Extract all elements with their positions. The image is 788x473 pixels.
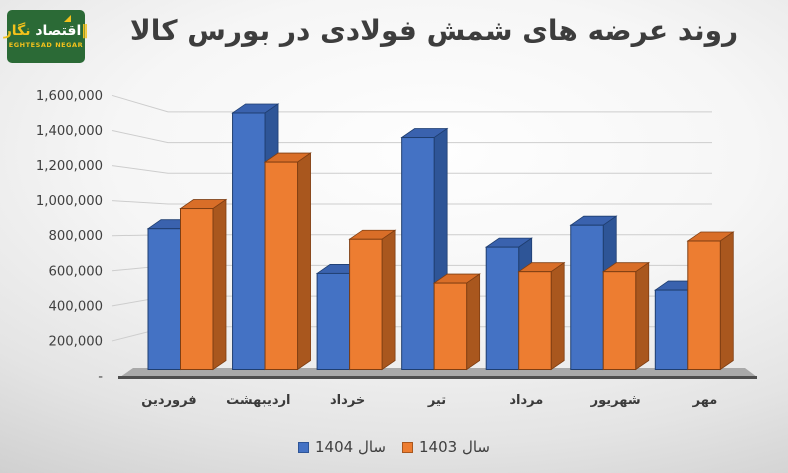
bar-1404-شهریور — [570, 224, 604, 370]
gridline — [111, 165, 712, 174]
chart-legend: سال 1404 سال 1403 — [0, 438, 788, 456]
gridline — [111, 200, 712, 205]
legend-swatch-1403 — [402, 441, 413, 453]
x-axis-category-label: مرداد — [509, 393, 543, 408]
chart-floor — [120, 368, 757, 377]
chart-title: روند عرضه های شمش فولادی در بورس کالا — [129, 14, 739, 47]
y-axis-tick-label: 200,000 — [48, 334, 103, 349]
bar-1403-خرداد — [349, 238, 383, 370]
bar-1404-اردیبهشت — [232, 112, 266, 370]
logo-latin-text: EGHTESAD NEGAR — [8, 41, 84, 50]
bar-1403-مرداد-side — [550, 261, 565, 371]
x-axis-category-label: خرداد — [330, 393, 365, 408]
logo-flag-icon — [64, 15, 71, 22]
bar-1404-فروردین — [147, 228, 181, 370]
y-axis-tick-label: 1,000,000 — [36, 194, 103, 209]
bar-1403-مهر-side — [719, 231, 734, 371]
legend-item-1404: سال 1404 — [298, 438, 386, 456]
y-axis-tick-label: 1,400,000 — [36, 124, 103, 139]
legend-label-1404: سال 1404 — [315, 438, 386, 456]
x-axis-category-label: تیر — [427, 393, 446, 408]
bar-1403-خرداد-side — [381, 229, 396, 371]
bar-1403-شهریور — [602, 271, 637, 370]
bar-1403-مرداد — [518, 271, 552, 370]
eghtesad-negar-logo: ‖اقتصاد نگار EGHTESAD NEGAR — [4, 10, 88, 63]
x-axis-category-label: شهریور — [590, 393, 641, 408]
logo-persian-text: ‖اقتصاد نگار — [3, 22, 89, 39]
legend-item-1403: سال 1403 — [402, 438, 490, 456]
bar-1404-مرداد — [485, 246, 520, 370]
bar-1404-مهر — [654, 289, 689, 370]
bar-1403-شهریور-side — [635, 261, 650, 371]
y-axis-tick-label: 800,000 — [48, 229, 103, 244]
gridline — [111, 130, 712, 144]
bar-1404-خرداد — [316, 272, 351, 371]
bar-1403-فروردین-side — [212, 198, 227, 371]
y-axis-tick-label: - — [98, 370, 103, 385]
x-axis-category-label: فروردین — [141, 393, 196, 408]
bar-1403-تیر — [433, 282, 468, 371]
logo-bars-icon: ‖ — [81, 22, 89, 39]
bar-1403-فروردین — [180, 208, 214, 370]
y-axis-tick-label: 600,000 — [48, 264, 103, 279]
bar-1403-اردیبهشت — [264, 161, 299, 370]
legend-swatch-1404 — [298, 441, 309, 453]
bar-1403-اردیبهشت-side — [297, 152, 311, 371]
bar-1403-مهر — [687, 240, 721, 370]
bar-1404-تیر — [401, 137, 435, 370]
x-axis-category-label: اردیبهشت — [226, 393, 290, 408]
x-axis-category-label: مهر — [692, 393, 718, 408]
y-axis-tick-label: 1,600,000 — [36, 89, 103, 104]
gridline — [111, 94, 712, 113]
y-axis-tick-label: 400,000 — [48, 299, 103, 314]
legend-label-1403: سال 1403 — [419, 438, 490, 456]
bar-1403-تیر-side — [466, 273, 481, 371]
y-axis-tick-label: 1,200,000 — [36, 159, 103, 174]
